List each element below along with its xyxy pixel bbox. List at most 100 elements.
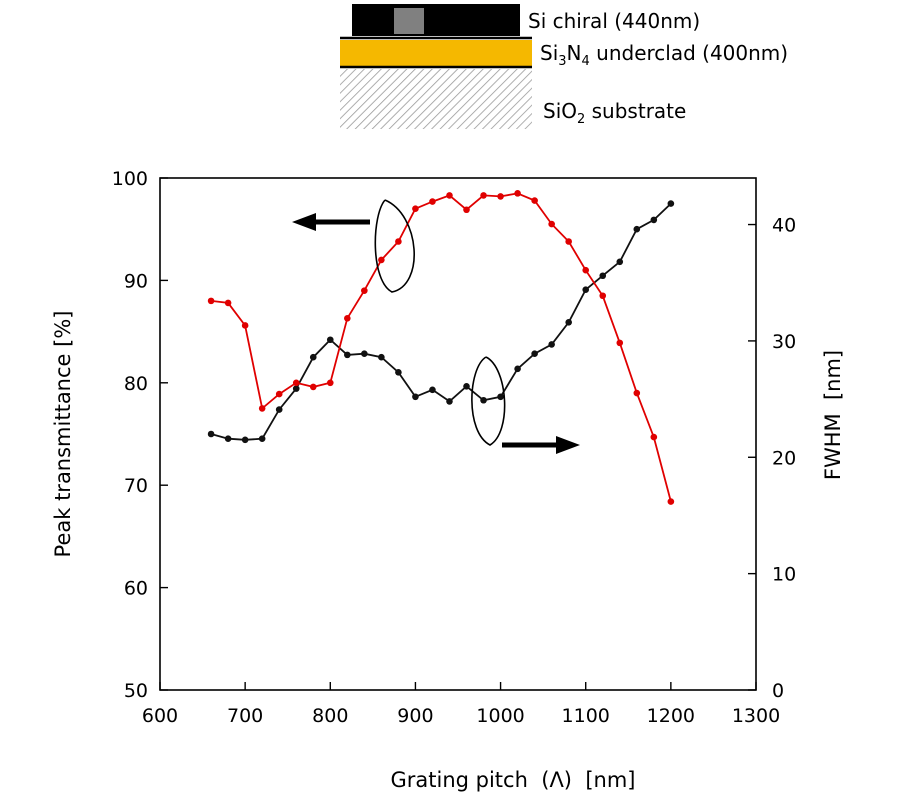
data-point-fwhm [650,216,658,224]
data-point-transmittance [480,192,487,199]
data-point-transmittance [344,314,351,322]
data-point-fwhm [361,350,368,358]
data-point-transmittance [275,390,283,398]
data-point-transmittance [633,389,641,397]
data-point-transmittance [616,339,624,347]
annotation-right [471,356,580,454]
y-left-tick-label: 70 [124,475,148,497]
y-axis-left-label: Peak transmittance [%] [51,311,75,558]
data-point-fwhm [207,430,215,438]
data-point-fwhm [292,385,300,392]
data-point-transmittance [361,287,368,294]
series-layer [207,190,675,505]
x-tick-label: 1000 [476,705,524,727]
y-right-tick-label: 30 [772,331,796,353]
data-point-transmittance [207,297,215,305]
data-point-transmittance [258,405,266,412]
data-point-fwhm [633,225,641,233]
y-right-tick-label: 0 [772,680,784,702]
data-point-transmittance [429,198,436,205]
data-point-transmittance [378,256,385,264]
data-point-fwhm [412,393,419,401]
layer-label-si: Si chiral (440nm) [528,9,700,33]
data-point-fwhm [258,435,266,442]
sin-underclad-layer [340,40,532,66]
data-point-fwhm [395,369,402,376]
data-point-fwhm [326,336,334,344]
plot-frame [159,177,757,691]
layer-label-part: substrate [585,99,686,123]
data-point-fwhm [599,272,607,280]
data-point-fwhm [616,258,624,266]
y-right-tick-label: 20 [772,447,796,469]
axis-ticks: 600 700 800 900 1000 1100 1200 1300506070809010… [112,168,796,727]
data-point-transmittance [446,192,453,199]
x-tick-label: 1300 [732,705,780,727]
y-left-tick-label: 100 [112,168,148,190]
x-tick-label: 1200 [647,705,695,727]
ellipse-right [471,356,506,446]
layer-label-part: underclad (400nm) [590,41,788,65]
data-point-fwhm [667,200,675,207]
data-point-transmittance [548,220,555,228]
series-line-fwhm [210,202,672,441]
data-point-fwhm [480,396,487,404]
x-tick-label: 900 [397,705,433,727]
y-right-tick-label: 40 [772,215,796,237]
data-point-fwhm [309,353,317,361]
annotation-left [292,199,415,293]
data-point-transmittance [292,379,300,387]
data-point-transmittance [531,197,538,204]
data-point-fwhm [241,436,249,444]
arrow-right-head [556,436,580,454]
layer-label-part: Si [540,41,558,65]
data-point-transmittance [667,498,675,505]
layer-label-sin: Si3N4 underclad (400nm) [540,41,788,69]
arrow-left-head [292,213,316,231]
data-point-fwhm [463,382,470,390]
data-point-transmittance [497,193,504,200]
x-tick-label: 700 [227,705,263,727]
data-point-transmittance [224,299,232,307]
layer-label-sio2: SiO2 substrate [543,99,686,127]
data-point-transmittance [326,379,334,387]
data-point-transmittance [599,292,607,300]
data-point-fwhm [344,351,351,359]
layer-label-part: 2 [577,112,585,127]
series-line-transmittance [210,192,672,502]
ellipse-left [374,199,415,293]
y-axis-right-label: FWHM [nm] [821,350,845,480]
data-point-transmittance [241,322,249,329]
layer-label-part: N [567,41,582,65]
layer-label-part: SiO [543,99,577,123]
data-point-fwhm [531,350,538,358]
data-point-transmittance [514,190,521,197]
data-point-fwhm [548,341,555,348]
data-point-fwhm [224,435,232,442]
data-point-fwhm [275,406,283,413]
x-tick-label: 1100 [562,705,610,727]
data-point-transmittance [463,206,470,214]
y-left-tick-label: 50 [124,680,148,702]
data-point-transmittance [582,266,590,274]
y-left-tick-label: 80 [124,373,148,395]
sio2-substrate-layer [340,69,532,129]
data-point-fwhm [378,353,385,361]
data-point-transmittance [565,238,572,245]
y-left-tick-label: 60 [124,578,148,600]
y-left-tick-label: 90 [124,270,148,292]
data-point-fwhm [429,386,436,394]
data-point-fwhm [565,318,572,326]
si-chiral-layer [352,4,520,36]
data-point-fwhm [514,365,521,373]
data-point-transmittance [412,205,419,213]
x-tick-label: 800 [312,705,348,727]
y-right-tick-label: 10 [772,564,796,586]
data-point-transmittance [395,238,402,245]
layer-label-part: 4 [582,54,590,69]
x-tick-label: 600 [142,705,178,727]
data-point-fwhm [582,286,590,294]
data-point-transmittance [309,383,317,391]
